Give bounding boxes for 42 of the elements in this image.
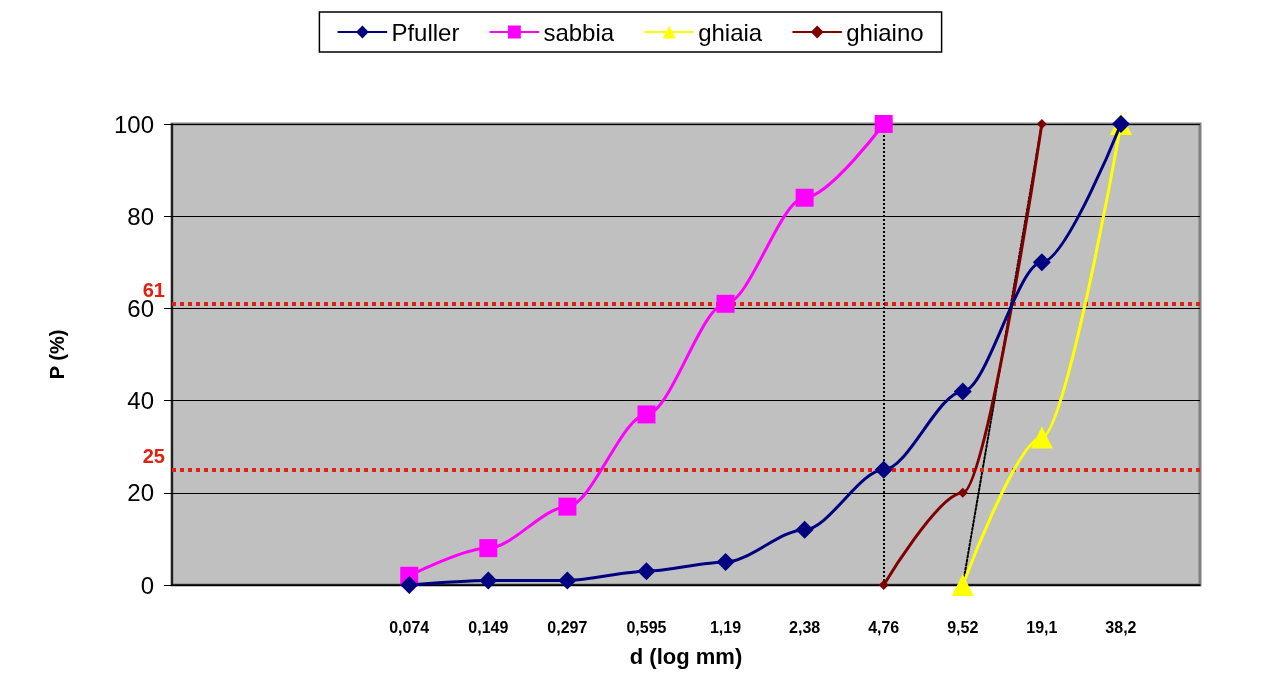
point (1032, 253, 1051, 272)
legend-label: Pfuller (391, 18, 460, 46)
x-tick-label: 19,1 (1026, 618, 1058, 636)
x-tick-label: 0,297 (547, 618, 588, 636)
point (558, 571, 577, 590)
point (795, 520, 814, 539)
point (795, 188, 814, 207)
point (400, 576, 419, 594)
y-tick-label: 20 (127, 479, 154, 507)
point (637, 405, 656, 424)
x-axis-title: d (log mm) (629, 643, 743, 669)
point (874, 115, 893, 133)
point (951, 574, 974, 596)
x-tick-label: 4,76 (868, 618, 900, 636)
point (874, 460, 893, 479)
legend-label: ghiaia (698, 18, 763, 46)
y-tick-label: 40 (127, 387, 154, 415)
x-tick-label: 0,149 (468, 618, 509, 636)
x-tick-label: 38,2 (1105, 618, 1137, 636)
point (479, 571, 498, 590)
y-tick-label: 80 (127, 202, 154, 230)
point (878, 580, 889, 590)
point (716, 552, 735, 571)
x-tick-label: 1,19 (709, 618, 742, 636)
point (1036, 119, 1047, 129)
point (558, 497, 577, 516)
x-tick-label: 2,38 (789, 618, 821, 636)
y-tick-label: 100 (113, 110, 154, 138)
x-tick-label: 0,074 (389, 618, 430, 636)
point (716, 294, 735, 313)
point (637, 562, 656, 581)
point (1030, 426, 1053, 449)
legend-label: sabbia (543, 18, 615, 46)
y-tick-label: 0 (140, 571, 154, 599)
x-tick-label: 9,52 (947, 618, 979, 636)
point (479, 539, 498, 558)
point (953, 382, 972, 401)
point (957, 487, 968, 498)
ref-line-label: 25 (142, 444, 165, 467)
legend-label: ghiaino (846, 18, 924, 46)
y-axis-title: P (%) (46, 329, 68, 380)
x-tick-label: 0,595 (626, 618, 667, 636)
